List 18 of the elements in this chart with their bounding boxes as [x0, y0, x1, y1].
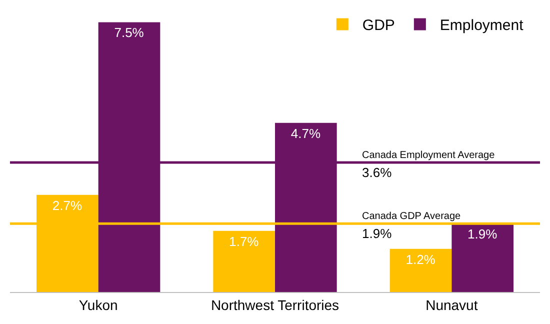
- bar: [213, 230, 275, 292]
- bar: [452, 224, 514, 292]
- data-label: 2.7%: [52, 198, 82, 213]
- x-tick-label: Nunavut: [426, 296, 478, 313]
- annotation: 3.6%: [362, 165, 392, 180]
- legend-label: Employment: [440, 17, 524, 34]
- x-tick-label: Yukon: [78, 296, 118, 313]
- bar: [390, 248, 452, 292]
- x-tick-label: Northwest Territories: [210, 296, 340, 313]
- annotation: 1.9%: [362, 226, 392, 241]
- data-label: 7.5%: [114, 25, 144, 40]
- data-label: 1.9%: [468, 226, 498, 242]
- ref-line-label: Canada GDP Average: [362, 211, 462, 222]
- legend-label: GDP: [362, 17, 395, 34]
- data-label: 1.7%: [229, 234, 260, 249]
- data-label: 4.7%: [290, 126, 321, 141]
- ref-line-label: Canada Employment Average: [362, 150, 496, 161]
- data-label: 1.2%: [406, 252, 436, 267]
